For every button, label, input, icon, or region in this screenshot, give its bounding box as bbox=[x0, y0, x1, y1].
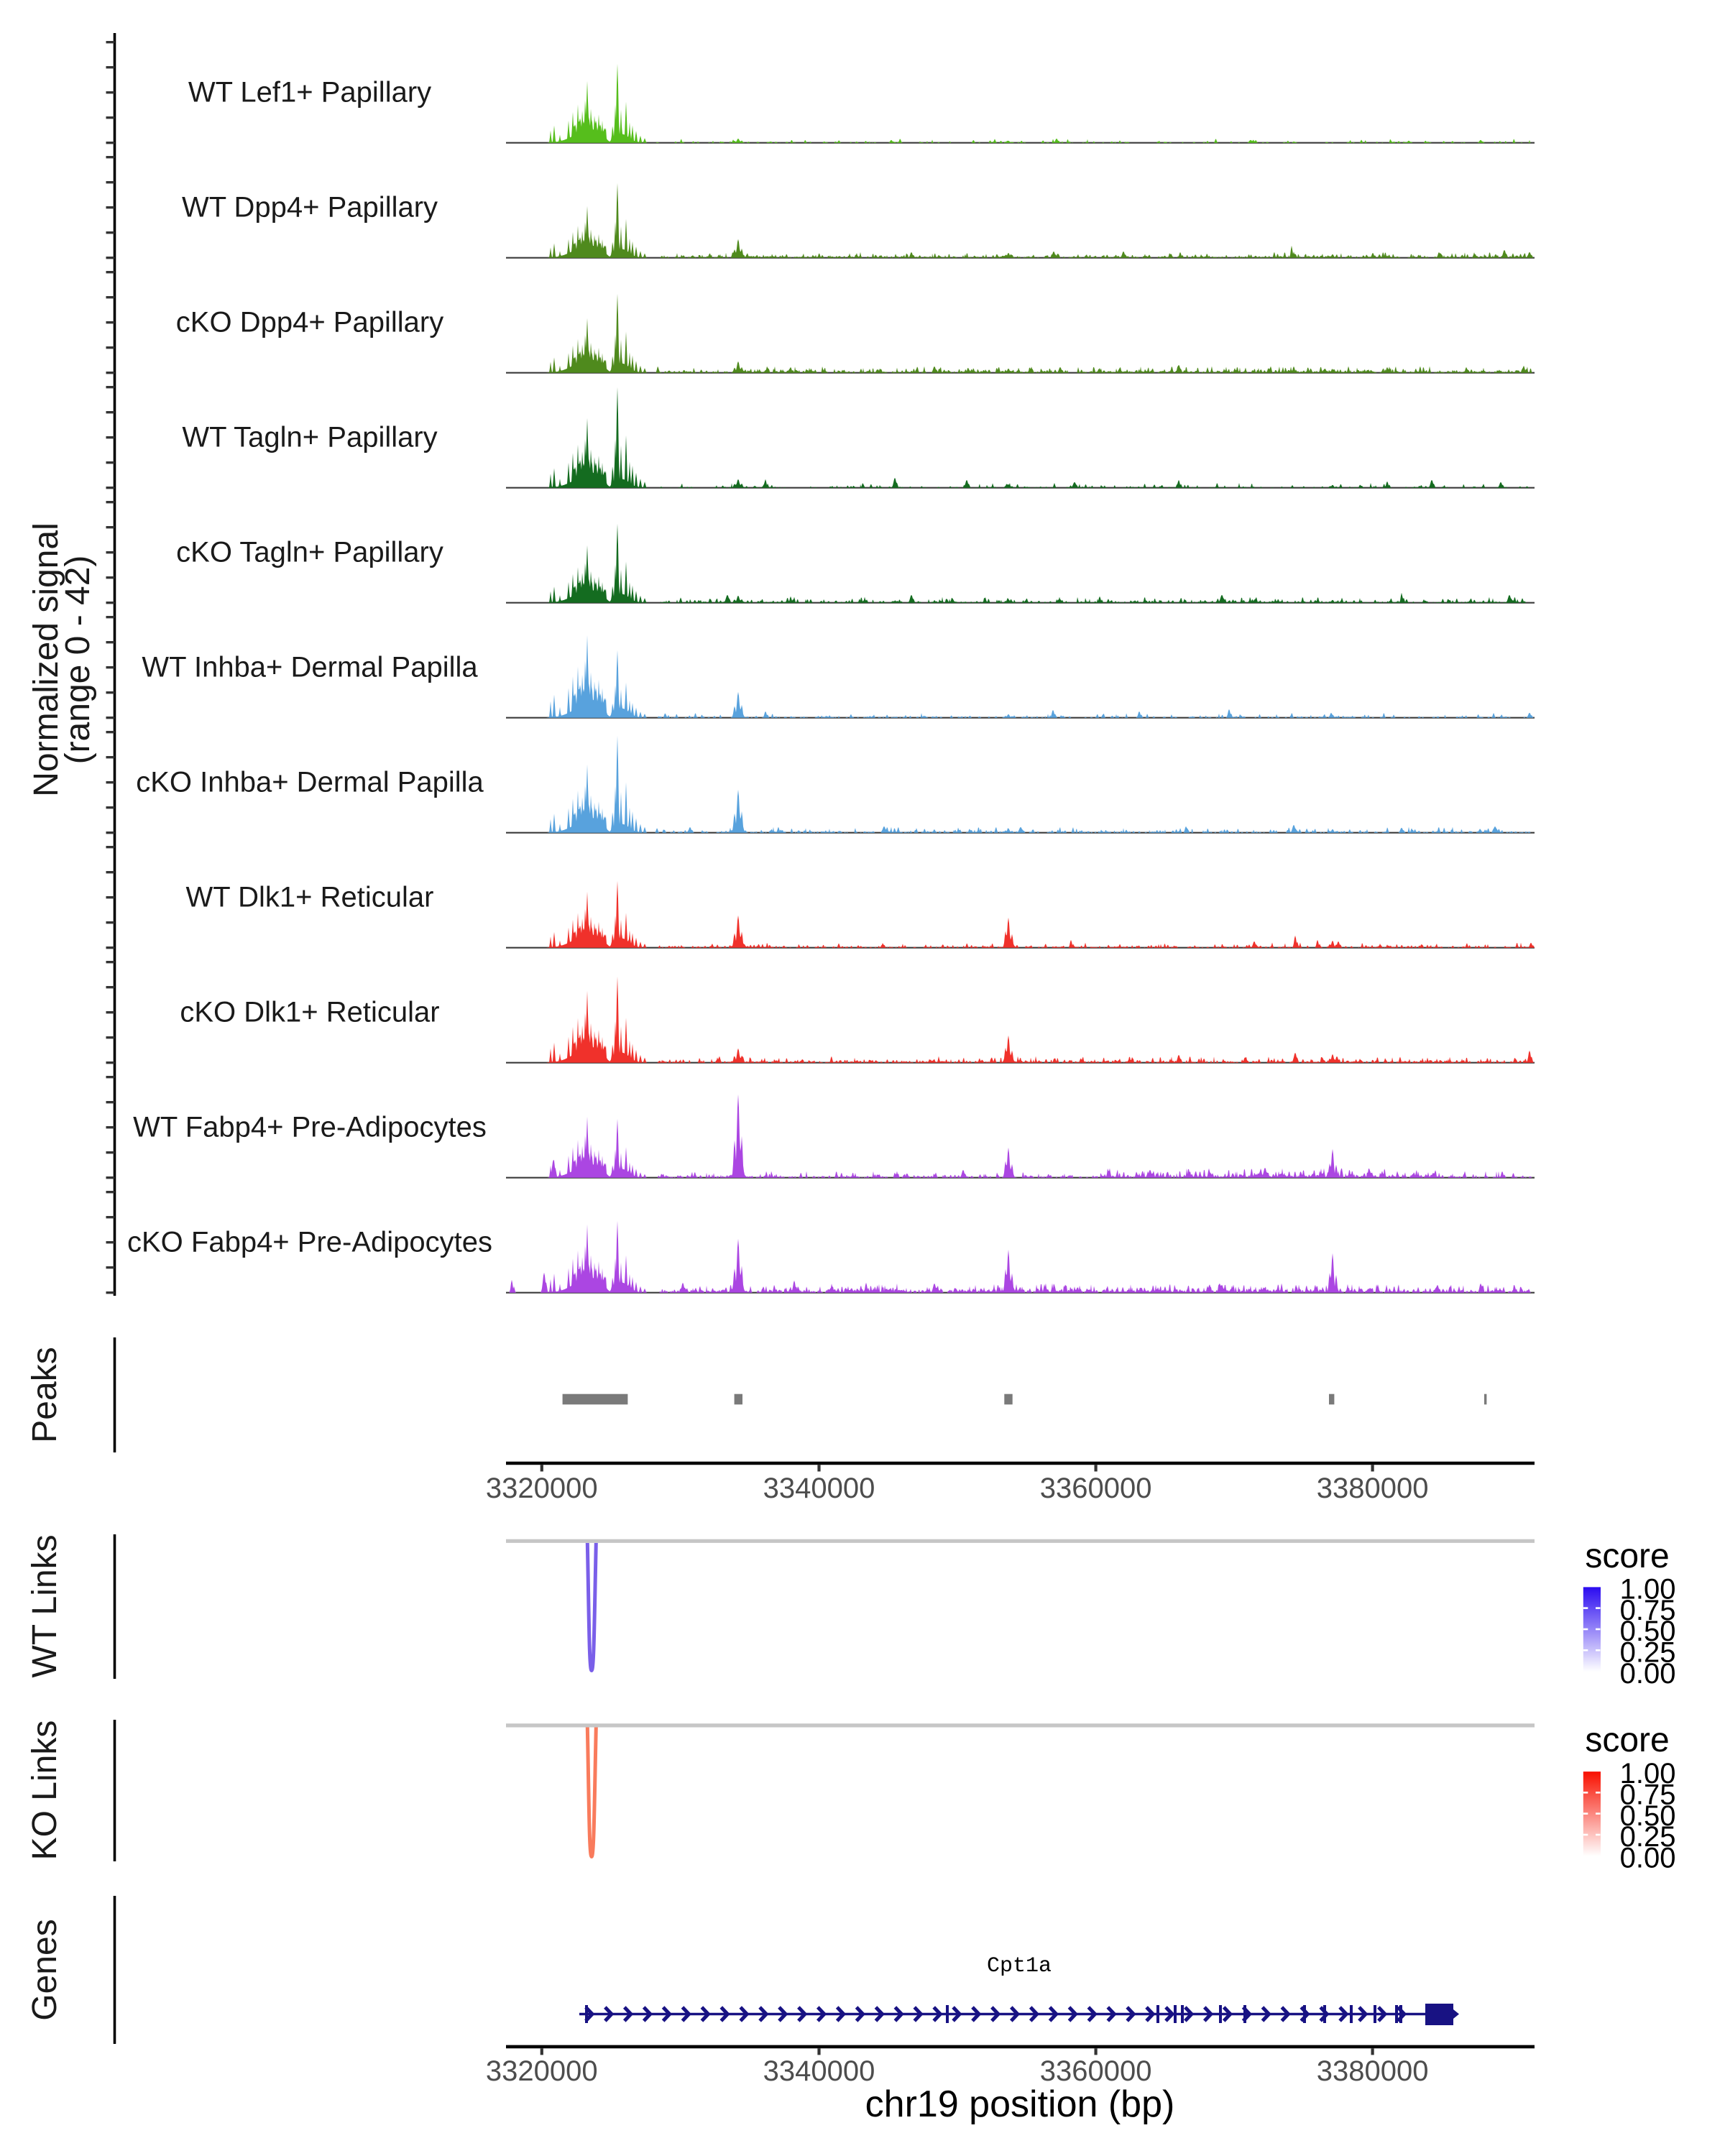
svg-text:WT Dlk1+ Reticular: WT Dlk1+ Reticular bbox=[186, 882, 434, 913]
svg-text:score: score bbox=[1585, 1537, 1669, 1575]
svg-text:3320000: 3320000 bbox=[486, 2055, 598, 2087]
svg-text:3360000: 3360000 bbox=[1040, 1473, 1152, 1504]
svg-text:0.75: 0.75 bbox=[1620, 1779, 1676, 1811]
svg-text:cKO Dlk1+ Reticular: cKO Dlk1+ Reticular bbox=[180, 997, 439, 1028]
svg-text:Genes: Genes bbox=[26, 1919, 64, 2020]
svg-text:0.75: 0.75 bbox=[1620, 1595, 1676, 1626]
svg-text:1.00: 1.00 bbox=[1620, 1573, 1676, 1605]
svg-text:WT Links: WT Links bbox=[26, 1534, 64, 1677]
svg-text:Peaks: Peaks bbox=[26, 1347, 64, 1442]
svg-text:KO Links: KO Links bbox=[26, 1720, 64, 1861]
svg-text:WT Inhba+ Dermal Papilla: WT Inhba+ Dermal Papilla bbox=[142, 652, 478, 683]
svg-text:WT Dpp4+ Papillary: WT Dpp4+ Papillary bbox=[182, 192, 438, 224]
svg-text:cKO Dpp4+ Papillary: cKO Dpp4+ Papillary bbox=[176, 307, 443, 338]
svg-text:Normalized signal: Normalized signal bbox=[27, 522, 65, 797]
svg-text:cKO Fabp4+ Pre-Adipocytes: cKO Fabp4+ Pre-Adipocytes bbox=[127, 1227, 492, 1258]
svg-text:3340000: 3340000 bbox=[763, 2055, 875, 2087]
svg-text:0.00: 0.00 bbox=[1620, 1843, 1676, 1874]
svg-text:(range 0 - 42): (range 0 - 42) bbox=[59, 556, 97, 765]
svg-text:0.25: 0.25 bbox=[1620, 1637, 1676, 1669]
svg-text:0.00: 0.00 bbox=[1620, 1658, 1676, 1690]
svg-text:WT Tagln+ Papillary: WT Tagln+ Papillary bbox=[182, 422, 437, 453]
svg-text:3380000: 3380000 bbox=[1317, 1473, 1429, 1504]
svg-text:1.00: 1.00 bbox=[1620, 1758, 1676, 1789]
svg-text:chr19 position (bp): chr19 position (bp) bbox=[865, 2083, 1175, 2125]
svg-text:cKO Inhba+ Dermal Papilla: cKO Inhba+ Dermal Papilla bbox=[136, 767, 484, 798]
svg-text:score: score bbox=[1585, 1721, 1669, 1759]
svg-text:cKO Tagln+ Papillary: cKO Tagln+ Papillary bbox=[176, 537, 443, 568]
svg-text:WT Fabp4+ Pre-Adipocytes: WT Fabp4+ Pre-Adipocytes bbox=[133, 1112, 487, 1143]
svg-text:3380000: 3380000 bbox=[1317, 2055, 1429, 2087]
svg-text:3340000: 3340000 bbox=[763, 1473, 875, 1504]
svg-text:0.50: 0.50 bbox=[1620, 1616, 1676, 1647]
svg-text:Cpt1a: Cpt1a bbox=[987, 1954, 1052, 1978]
svg-text:3360000: 3360000 bbox=[1040, 2055, 1152, 2087]
svg-text:0.25: 0.25 bbox=[1620, 1821, 1676, 1853]
svg-text:3320000: 3320000 bbox=[486, 1473, 598, 1504]
svg-text:WT Lef1+ Papillary: WT Lef1+ Papillary bbox=[188, 77, 431, 109]
svg-text:0.50: 0.50 bbox=[1620, 1800, 1676, 1832]
